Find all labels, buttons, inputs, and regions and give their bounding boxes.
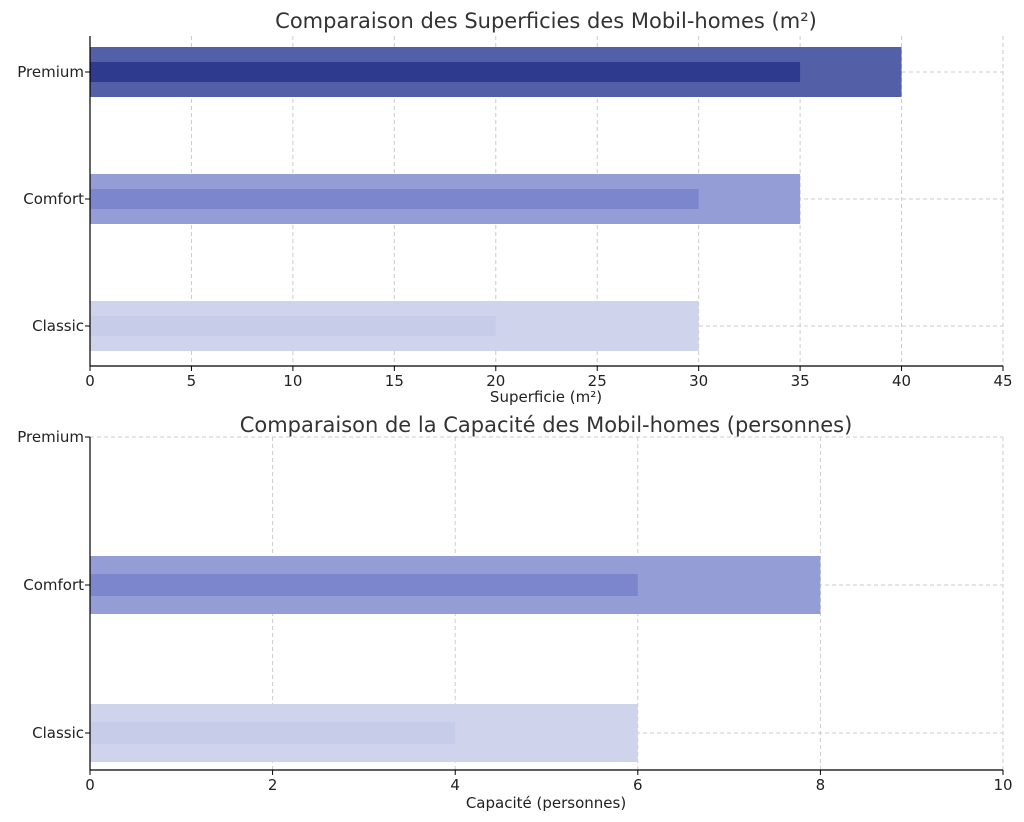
axes-spines — [89, 36, 1003, 367]
x-tick-label: 20 — [486, 372, 505, 390]
capacity-chart: Comparaison de la Capacité des Mobil-hom… — [17, 413, 1012, 812]
x-tick-label: 5 — [187, 372, 197, 390]
bars — [90, 47, 902, 351]
x-axis-label: Capacité (personnes) — [466, 794, 626, 812]
y-ticks: Classic Comfort Premium — [17, 63, 90, 335]
y-tick-label: Premium — [17, 63, 84, 81]
bar-inner-classic — [90, 316, 496, 336]
x-tick-label: 10 — [993, 776, 1012, 794]
x-tick-label: 45 — [993, 372, 1012, 390]
x-axis-label: Superficie (m²) — [490, 388, 602, 406]
x-tick-label: 30 — [689, 372, 708, 390]
bar-inner-classic — [90, 722, 456, 744]
y-ticks: Classic Comfort Premium — [17, 428, 90, 742]
chart-title: Comparaison des Superficies des Mobil-ho… — [275, 9, 817, 33]
x-tick-label: 8 — [816, 776, 826, 794]
chart-title: Comparaison de la Capacité des Mobil-hom… — [240, 413, 853, 437]
x-tick-label: 10 — [283, 372, 302, 390]
y-tick-label: Comfort — [23, 576, 84, 594]
y-tick-label: Premium — [17, 428, 84, 446]
bar-inner-premium — [90, 62, 801, 82]
y-tick-label: Classic — [32, 317, 84, 335]
x-tick-label: 35 — [791, 372, 810, 390]
x-tick-label: 6 — [633, 776, 643, 794]
x-tick-label: 15 — [385, 372, 404, 390]
x-tick-label: 25 — [588, 372, 607, 390]
x-tick-label: 0 — [85, 372, 95, 390]
y-tick-label: Classic — [32, 724, 84, 742]
bar-inner-comfort — [90, 574, 638, 596]
x-tick-label: 40 — [892, 372, 911, 390]
y-tick-label: Comfort — [23, 190, 84, 208]
axes-spines — [89, 437, 1003, 771]
area-chart: Comparaison des Superficies des Mobil-ho… — [17, 9, 1012, 406]
x-tick-label: 0 — [85, 776, 95, 794]
x-tick-label: 2 — [268, 776, 278, 794]
x-ticks: 0 5 10 15 20 25 30 35 40 45 — [85, 366, 1013, 390]
x-ticks: 0 2 4 6 8 10 — [85, 770, 1013, 794]
bars — [90, 556, 821, 762]
x-tick-label: 4 — [450, 776, 460, 794]
bar-inner-comfort — [90, 189, 699, 209]
